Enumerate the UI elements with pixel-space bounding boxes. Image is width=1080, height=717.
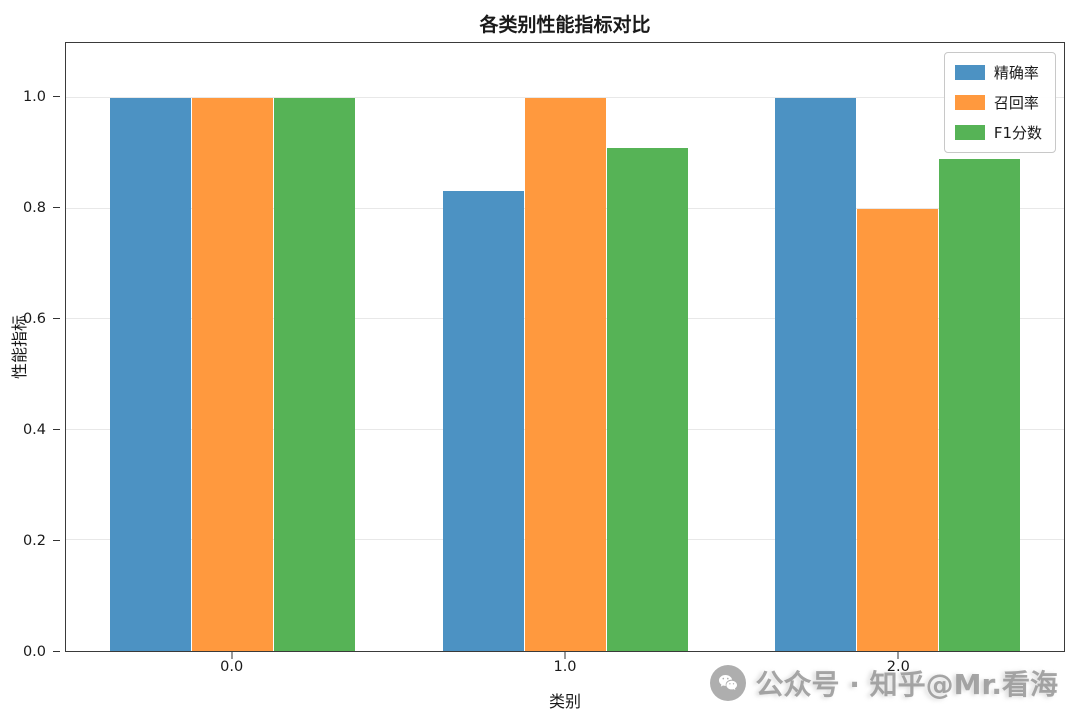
- legend-item: F1分数: [954, 122, 1042, 143]
- y-tick-mark: [53, 651, 60, 652]
- bar-F1分数-0.0: [273, 98, 355, 651]
- bar-F1分数-1.0: [606, 148, 688, 651]
- bar-精确率-0.0: [109, 98, 191, 651]
- y-tick-label: 0.2: [22, 533, 46, 550]
- bar-精确率-2.0: [775, 98, 857, 651]
- y-tick-mark: [53, 429, 60, 431]
- bar-group: [442, 43, 688, 651]
- bar-精确率-1.0: [442, 190, 524, 651]
- legend-swatch: [954, 65, 985, 80]
- legend: 精确率召回率 F1分数: [943, 52, 1056, 153]
- y-tick-mark: [53, 318, 60, 320]
- x-tick-label: 1.0: [553, 659, 577, 675]
- legend-item: 召回率: [954, 92, 1042, 113]
- bar-group: [775, 43, 1021, 651]
- x-tick-label: 2.0: [886, 659, 910, 675]
- y-tick-label: 0.4: [22, 422, 46, 439]
- y-axis-ticks: 0.0 0.2 0.4 0.6 0.8 1.0: [0, 42, 60, 660]
- y-tick-label: 0.8: [22, 200, 46, 217]
- y-tick-label: 1.0: [22, 89, 46, 106]
- x-tick-mark: [231, 652, 233, 659]
- legend-label: 精确率: [993, 64, 1039, 82]
- bar-F1分数-2.0: [939, 159, 1021, 651]
- legend-item: 精确率: [954, 62, 1042, 83]
- legend-label: 召回率: [993, 94, 1039, 112]
- y-tick-mark: [53, 207, 60, 209]
- x-tick-mark: [564, 652, 566, 659]
- x-tick-mark: [897, 652, 899, 659]
- y-tick-label: 0.6: [22, 311, 46, 328]
- bar-召回率-0.0: [191, 98, 273, 651]
- x-tick-label: 0.0: [220, 659, 244, 675]
- y-tick-label: 0.0: [22, 644, 46, 660]
- y-tick-mark: [53, 96, 60, 98]
- legend-swatch: [954, 95, 985, 110]
- legend-label: F1分数: [993, 124, 1042, 142]
- bar-group: [109, 43, 355, 651]
- y-tick-mark: [53, 540, 60, 542]
- x-axis-label: 类别: [548, 692, 581, 711]
- bar-召回率-2.0: [857, 208, 939, 651]
- chart-title: 各类别性能指标对比: [479, 14, 651, 36]
- bar-召回率-1.0: [524, 98, 606, 651]
- x-axis-ticks: 0.0 1.0 2.0: [65, 652, 1065, 678]
- plot-area: 精确率召回率 F1分数: [65, 42, 1065, 652]
- legend-swatch: [954, 125, 985, 140]
- gridline: [66, 97, 1064, 99]
